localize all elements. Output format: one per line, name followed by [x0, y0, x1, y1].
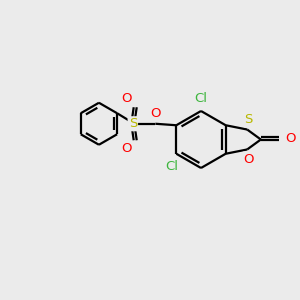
Text: S: S	[244, 113, 253, 126]
Text: Cl: Cl	[165, 160, 178, 173]
Text: O: O	[150, 107, 160, 120]
Text: O: O	[286, 131, 296, 145]
Text: O: O	[243, 153, 254, 166]
Text: Cl: Cl	[194, 92, 208, 105]
Text: O: O	[121, 142, 131, 155]
Text: S: S	[129, 117, 137, 130]
Text: O: O	[121, 92, 131, 105]
